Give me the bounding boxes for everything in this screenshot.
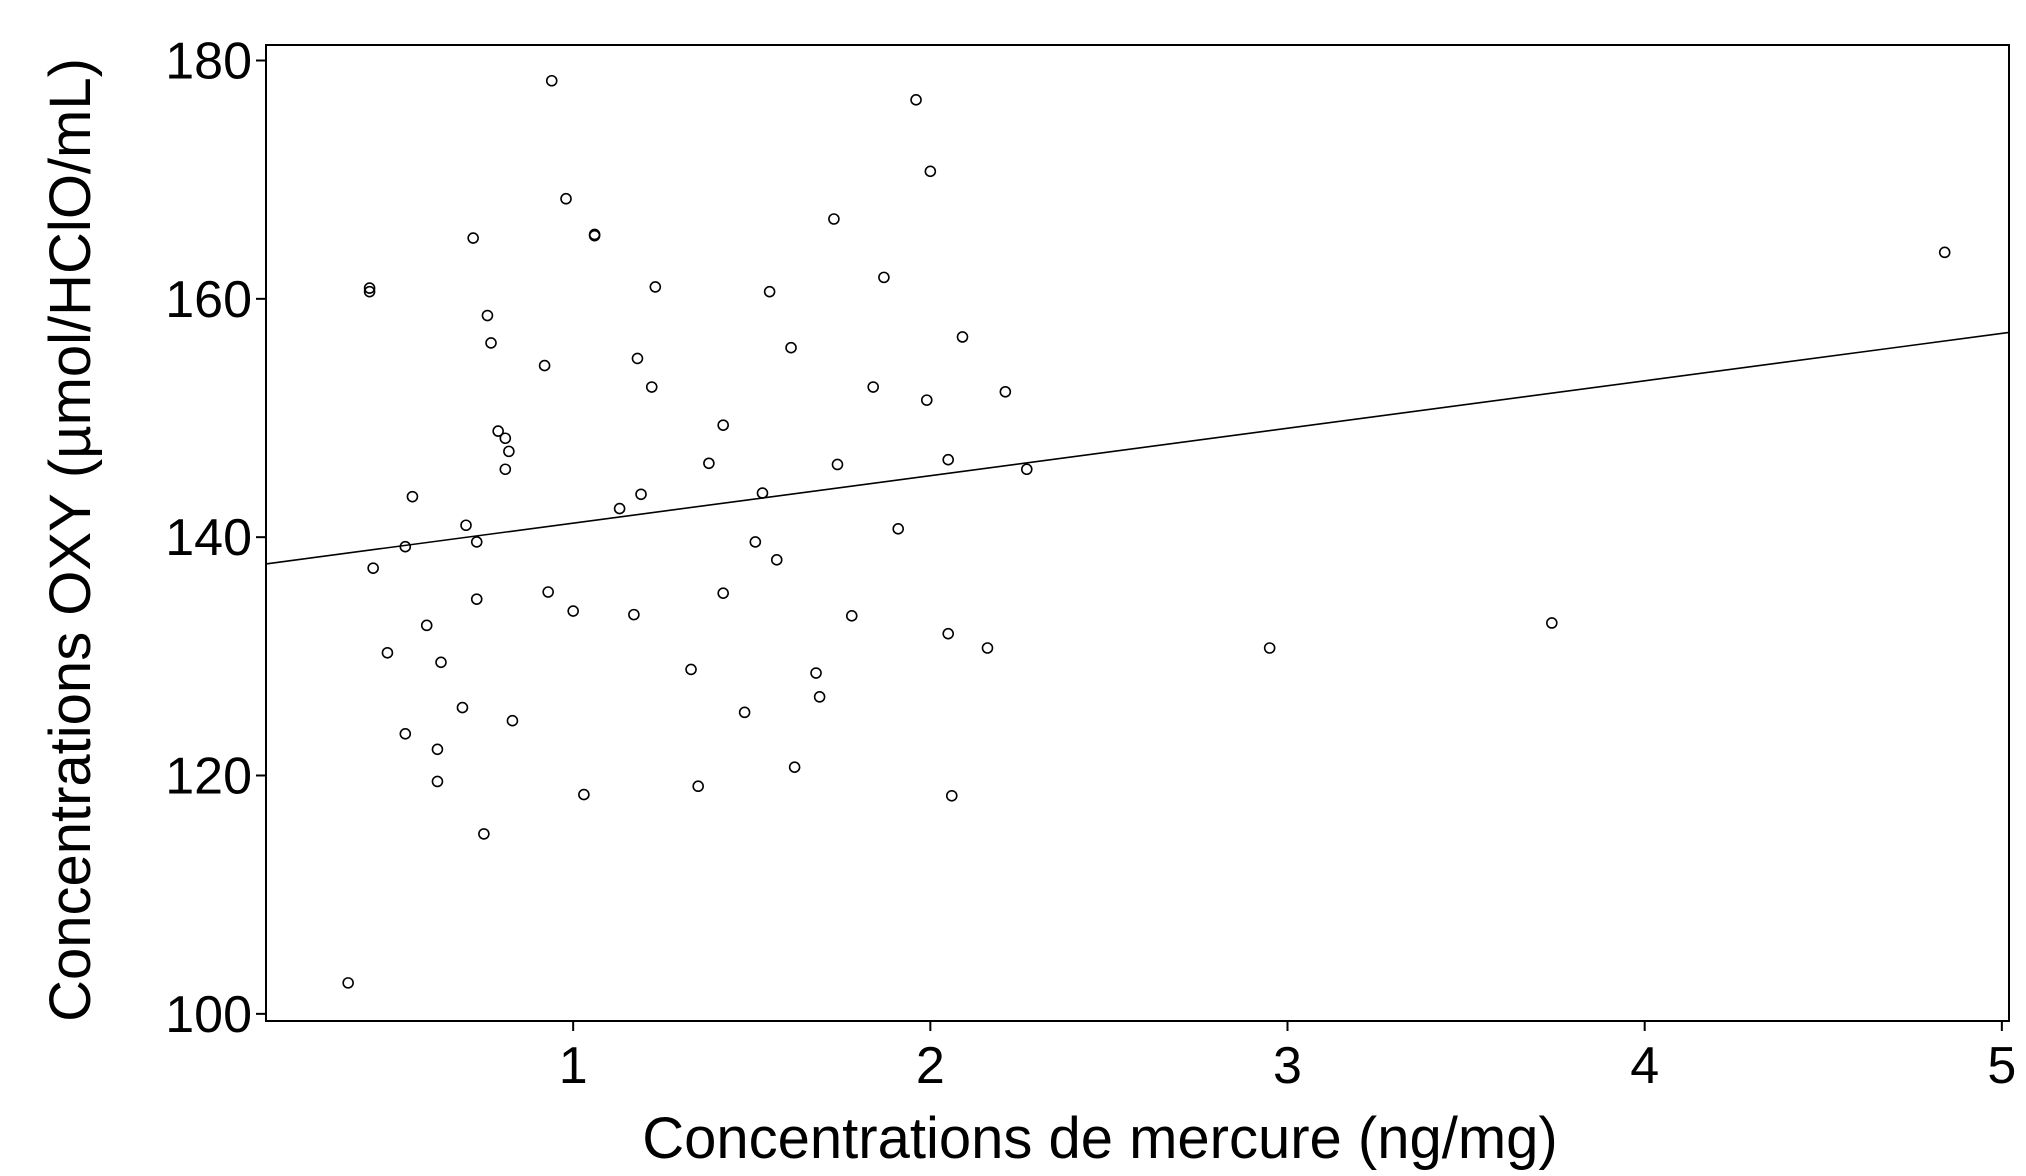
y-axis-ticks: 100 120 140 160 180 — [165, 32, 266, 1044]
data-point — [738, 706, 751, 719]
y-tick-label: 120 — [165, 748, 252, 806]
data-point — [588, 229, 601, 242]
data-point — [367, 562, 379, 574]
y-tick-label: 100 — [165, 986, 252, 1044]
data-point — [649, 281, 662, 293]
data-point — [406, 490, 419, 503]
data-point — [1263, 642, 1276, 654]
data-point — [470, 593, 483, 605]
data-point — [631, 352, 644, 365]
data-point — [645, 381, 658, 393]
data-point — [506, 714, 519, 727]
data-point — [920, 394, 933, 406]
data-point — [467, 232, 479, 244]
data-point — [542, 586, 554, 598]
data-point — [692, 780, 704, 793]
data-point — [788, 761, 801, 773]
data-point — [749, 536, 762, 548]
data-point — [831, 458, 844, 471]
data-point — [399, 728, 412, 740]
data-point — [431, 775, 444, 788]
data-points — [342, 74, 1951, 989]
data-point — [828, 213, 840, 225]
data-point — [999, 385, 1012, 398]
x-tick-label: 3 — [1273, 1037, 1302, 1095]
data-point — [685, 663, 697, 676]
data-point — [460, 519, 472, 532]
x-tick-label: 5 — [1987, 1037, 2016, 1095]
data-point — [770, 554, 783, 566]
data-point — [628, 608, 640, 621]
data-point — [478, 828, 490, 840]
data-point — [756, 487, 769, 499]
data-point — [910, 94, 922, 106]
x-axis-ticks: 1 2 3 4 5 — [559, 1021, 2016, 1095]
data-point — [363, 285, 376, 298]
data-point — [578, 788, 590, 801]
data-point — [492, 425, 504, 437]
regression-line — [265, 331, 2010, 565]
data-point — [924, 165, 937, 178]
data-point — [942, 453, 954, 466]
data-point — [499, 432, 512, 445]
data-point — [810, 667, 822, 679]
data-point — [503, 445, 515, 458]
data-point — [703, 457, 715, 470]
data-point — [560, 192, 572, 205]
data-point — [342, 977, 354, 989]
data-point — [470, 536, 483, 548]
y-tick-label: 180 — [165, 32, 252, 90]
data-point — [545, 74, 558, 87]
data-point — [763, 285, 776, 298]
x-tick-label: 1 — [559, 1037, 588, 1095]
data-point — [878, 271, 890, 284]
data-point — [981, 642, 994, 654]
data-point — [867, 381, 879, 393]
data-point — [399, 540, 412, 553]
data-point — [785, 341, 797, 354]
data-point — [1938, 246, 1951, 259]
data-point — [717, 419, 729, 431]
data-point — [431, 743, 444, 756]
data-point — [635, 488, 647, 501]
data-point — [956, 331, 969, 343]
data-point — [892, 523, 904, 535]
data-point — [942, 627, 954, 640]
data-point — [456, 701, 469, 714]
data-point — [485, 337, 497, 349]
data-point — [1020, 463, 1033, 476]
data-point — [717, 587, 729, 599]
data-point — [435, 656, 447, 669]
x-axis-title: Concentrations de mercure (ng/mg) — [642, 1106, 1558, 1171]
data-point — [481, 309, 494, 322]
y-axis-title: Concentrations OXY (µmol/HClO/mL) — [38, 58, 103, 1022]
plot-area-frame — [265, 44, 2010, 1022]
data-point — [538, 359, 551, 372]
x-tick-label: 4 — [1630, 1037, 1659, 1095]
data-point — [1546, 617, 1558, 629]
data-point — [420, 619, 433, 632]
data-point — [381, 646, 394, 659]
y-tick-label: 140 — [165, 509, 252, 567]
y-tick-label: 160 — [165, 271, 252, 329]
x-tick-label: 2 — [916, 1037, 945, 1095]
data-point — [613, 502, 626, 515]
data-point — [845, 610, 858, 622]
data-point — [499, 463, 512, 476]
data-point — [567, 605, 579, 617]
data-point — [945, 789, 958, 802]
data-point — [363, 282, 376, 294]
data-point — [813, 691, 826, 703]
